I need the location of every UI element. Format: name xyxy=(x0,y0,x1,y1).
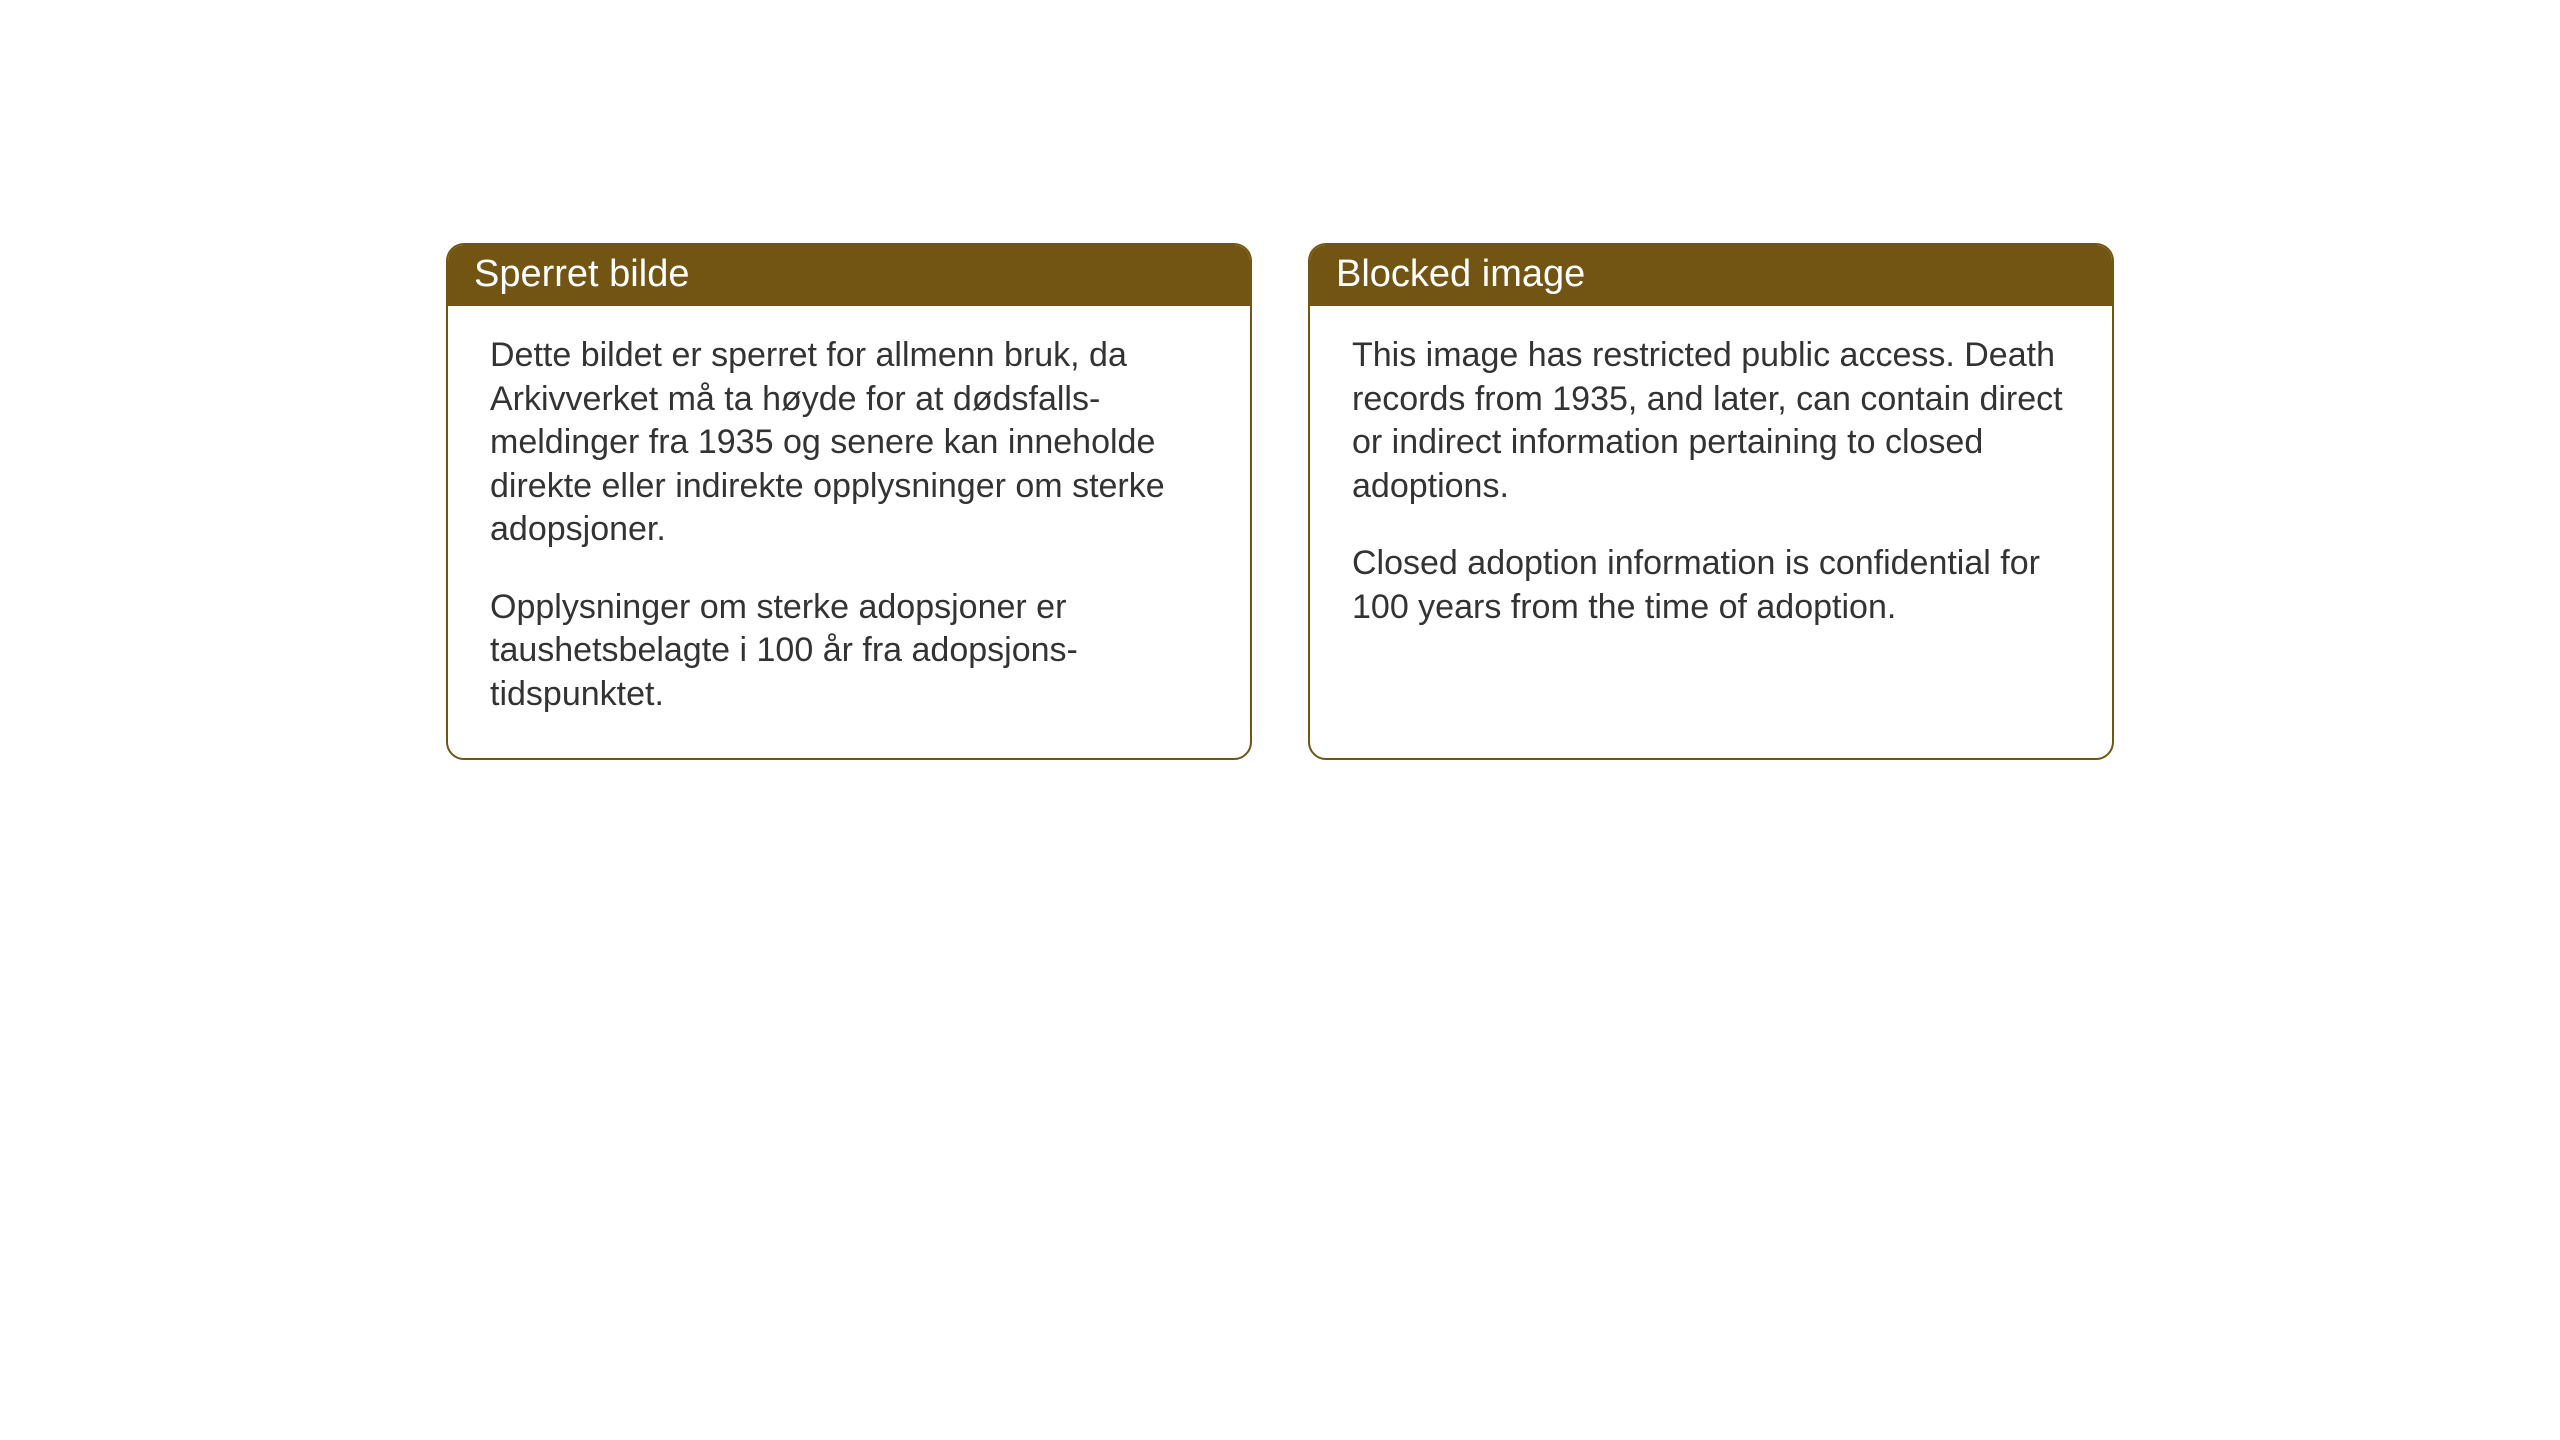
notice-paragraph-2-english: Closed adoption information is confident… xyxy=(1352,542,2070,629)
notice-card-norwegian: Sperret bilde Dette bildet er sperret fo… xyxy=(446,243,1252,760)
notice-paragraph-1-english: This image has restricted public access.… xyxy=(1352,334,2070,508)
notice-body-english: This image has restricted public access.… xyxy=(1310,306,2112,671)
notice-header-norwegian: Sperret bilde xyxy=(448,245,1250,306)
notice-container: Sperret bilde Dette bildet er sperret fo… xyxy=(446,243,2114,760)
notice-paragraph-2-norwegian: Opplysninger om sterke adopsjoner er tau… xyxy=(490,586,1208,717)
notice-card-english: Blocked image This image has restricted … xyxy=(1308,243,2114,760)
notice-body-norwegian: Dette bildet er sperret for allmenn bruk… xyxy=(448,306,1250,758)
notice-title-english: Blocked image xyxy=(1336,253,1585,295)
notice-header-english: Blocked image xyxy=(1310,245,2112,306)
notice-paragraph-1-norwegian: Dette bildet er sperret for allmenn bruk… xyxy=(490,334,1208,552)
notice-title-norwegian: Sperret bilde xyxy=(474,253,689,295)
